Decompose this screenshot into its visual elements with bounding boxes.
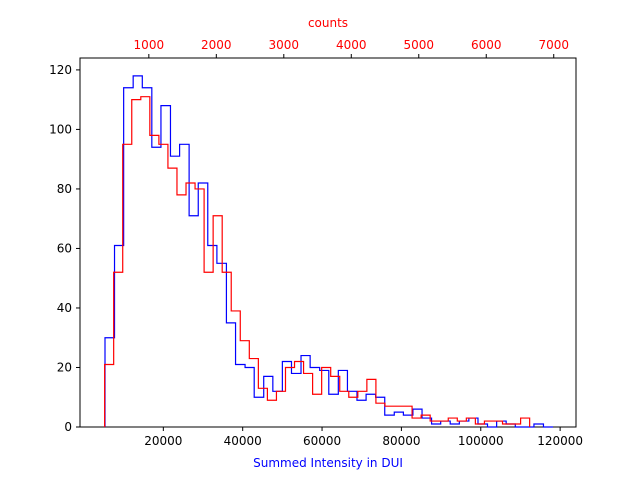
top-x-tick-label: 5000 bbox=[403, 38, 434, 52]
plot-frame bbox=[79, 57, 577, 428]
top-x-tick-label: 1000 bbox=[134, 38, 165, 52]
bottom-x-tick-label: 20000 bbox=[144, 434, 182, 448]
y-tick-label: 40 bbox=[57, 301, 72, 315]
bottom-x-tick-label: 40000 bbox=[224, 434, 262, 448]
y-tick-label: 0 bbox=[64, 420, 72, 434]
y-tick-label: 80 bbox=[57, 182, 72, 196]
top-axis-histogram-series bbox=[104, 96, 531, 427]
y-tick-label: 20 bbox=[57, 360, 72, 374]
bottom-x-tick-label: 120000 bbox=[537, 434, 583, 448]
y-tick-label: 120 bbox=[49, 63, 72, 77]
series-layer bbox=[104, 75, 553, 428]
top-x-tick-label: 6000 bbox=[471, 38, 502, 52]
y-tick-label: 60 bbox=[57, 241, 72, 255]
top-x-tick-label: 4000 bbox=[336, 38, 367, 52]
bottom-x-tick-label: 100000 bbox=[458, 434, 504, 448]
y-tick-label: 100 bbox=[49, 122, 72, 136]
bottom-x-axis-title: Summed Intensity in DUI bbox=[253, 456, 403, 470]
bottom-x-tick-label: 80000 bbox=[382, 434, 420, 448]
top-x-tick-label: 7000 bbox=[538, 38, 569, 52]
top-x-tick-label: 2000 bbox=[201, 38, 232, 52]
bottom-x-tick-label: 60000 bbox=[303, 434, 341, 448]
top-x-tick-label: 3000 bbox=[269, 38, 300, 52]
top-x-axis-title: counts bbox=[308, 16, 348, 30]
